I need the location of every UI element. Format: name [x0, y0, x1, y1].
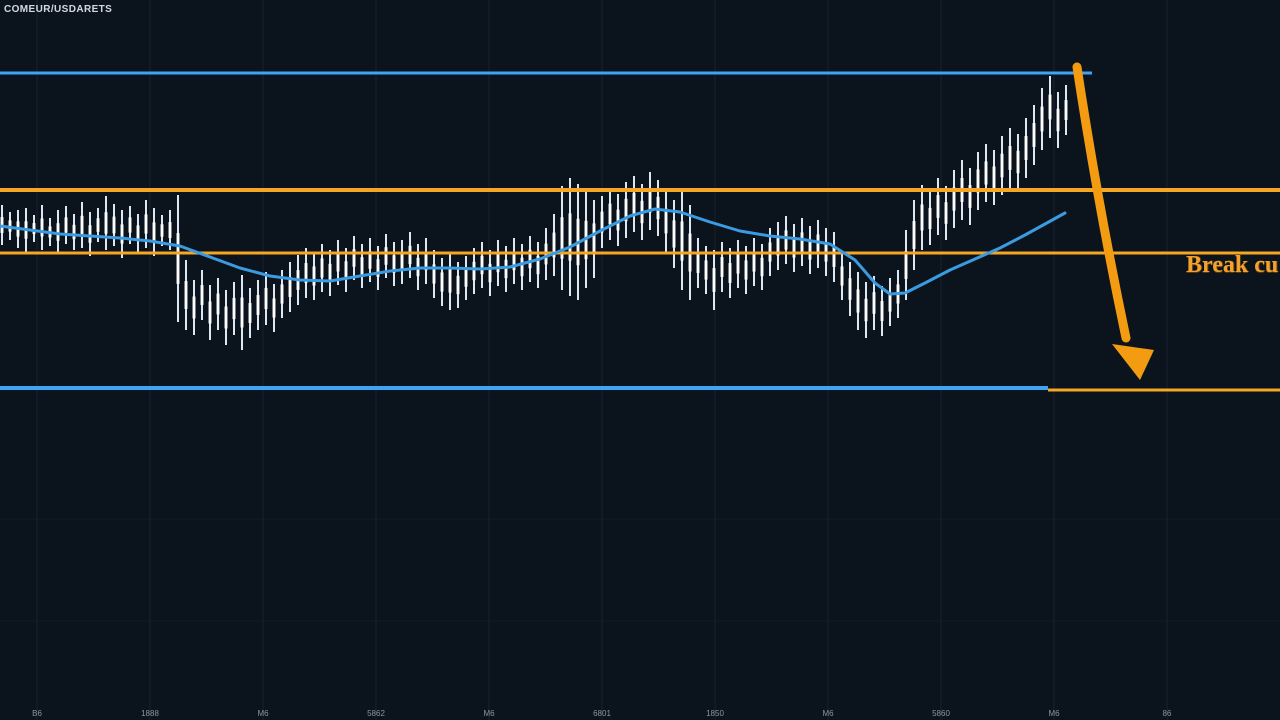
- x-axis-label: M6: [257, 709, 269, 718]
- x-axis-label: M6: [1048, 709, 1060, 718]
- moving-average-line: [0, 207, 1067, 296]
- x-axis-label: 5862: [367, 709, 385, 718]
- breakout-annotation: Break cu: [1186, 252, 1279, 278]
- down-arrow: [1072, 62, 1154, 380]
- ticker-symbol: COMEUR/USDARETS: [4, 4, 113, 15]
- x-axis-label: 6801: [593, 709, 611, 718]
- x-axis-label: M6: [483, 709, 495, 718]
- x-axis-label: M6: [822, 709, 834, 718]
- x-axis-label: 5860: [932, 709, 950, 718]
- price-levels: [0, 71, 1280, 392]
- x-axis-label: B6: [32, 709, 42, 718]
- x-axis-label: 86: [1162, 709, 1172, 718]
- x-axis: B6 1888 M6 5862 M6 6801 1850 M6 5860 M6 86: [0, 704, 1280, 720]
- x-axis-label: 1888: [141, 709, 159, 718]
- candles: [0, 76, 1068, 350]
- x-axis-label: 1850: [706, 709, 724, 718]
